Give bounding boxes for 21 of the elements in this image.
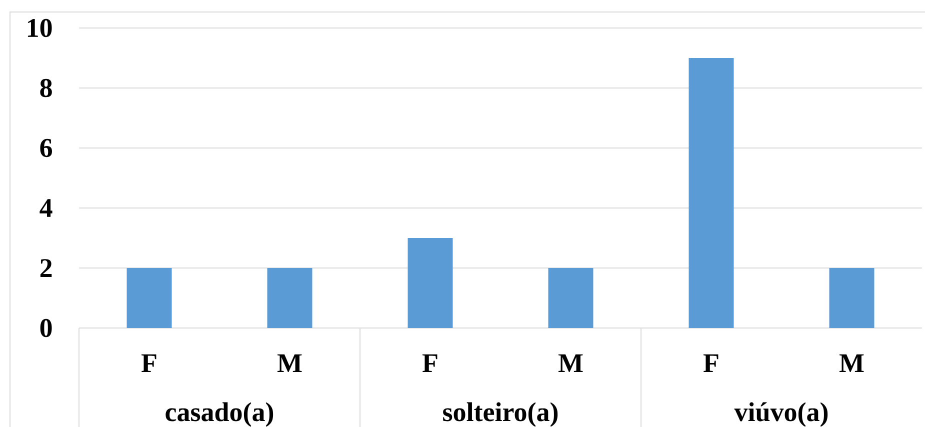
x-tick-label: F [141, 354, 156, 372]
bar [829, 268, 874, 328]
text: solteiro(a) [443, 402, 558, 427]
x-tick-label: M [277, 354, 302, 372]
bar [548, 268, 594, 328]
x-tick-label: F [422, 354, 438, 372]
y-tick-label: 8 [40, 78, 52, 98]
bar [126, 268, 172, 328]
x-tick-label: M [839, 354, 864, 372]
y-tick-label: 0 [40, 318, 52, 338]
text: casado(a) [166, 402, 274, 427]
bar [688, 58, 734, 328]
y-tick-label: 6 [40, 138, 52, 158]
bar [267, 268, 312, 328]
y-tick-label: 10 [28, 18, 52, 38]
y-tick-label: 2 [40, 259, 52, 277]
x-tick-label: F [703, 354, 718, 372]
bar [408, 238, 453, 328]
y-tick-label: 4 [40, 199, 52, 217]
text: viúvo(a) [734, 402, 828, 427]
x-tick-label: M [558, 354, 583, 372]
